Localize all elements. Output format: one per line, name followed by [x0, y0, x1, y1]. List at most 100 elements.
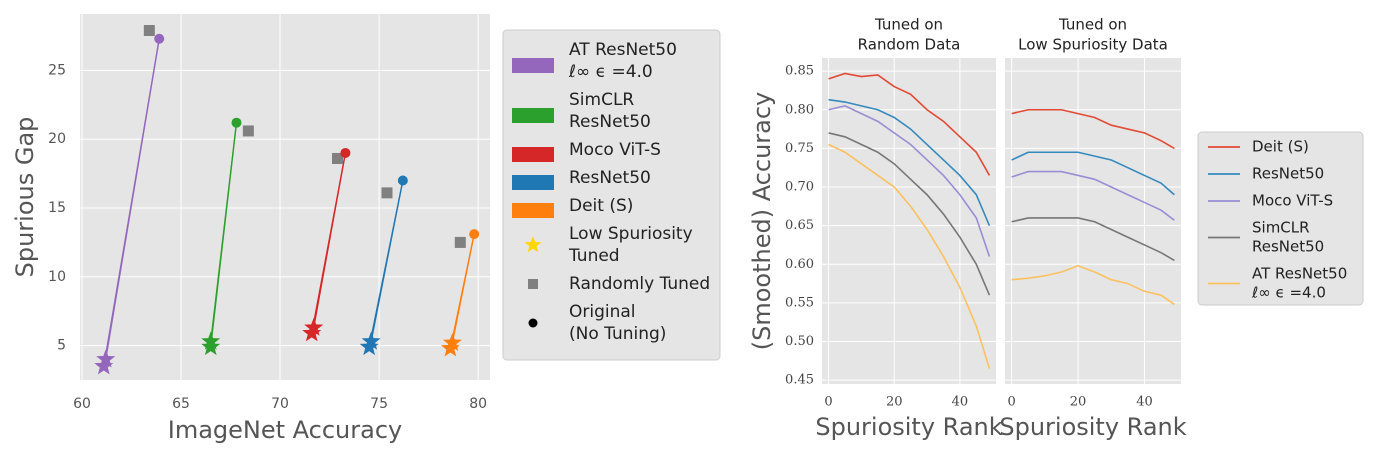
legend-label: Tuned: [568, 246, 620, 266]
legend-label: AT ResNet50: [1252, 265, 1347, 283]
legend-label: Moco ViT-S: [569, 140, 661, 160]
series-line: [828, 143, 991, 369]
legend-label: Deit (S): [569, 196, 633, 216]
legend-label: Low Spuriosity: [569, 224, 693, 244]
legend-patch: [512, 147, 554, 162]
legend-label: Deit (S): [1252, 138, 1309, 156]
legend-label: ℓ∞ ϵ =4.0: [1251, 284, 1326, 302]
x-tick-label: 80: [469, 396, 487, 412]
panel-title: Low Spuriosity Data: [1018, 36, 1168, 54]
random-point: [143, 25, 155, 37]
series-line: [1011, 108, 1175, 150]
original-point: [397, 175, 408, 186]
connector: [210, 122, 238, 348]
y-tick-label: 10: [48, 269, 66, 285]
connector: [368, 180, 404, 348]
x-axis-label: ImageNet Accuracy: [168, 416, 403, 444]
x-tick-label: 20: [1070, 395, 1087, 410]
original-point: [340, 147, 351, 158]
legend-label: AT ResNet50: [569, 40, 677, 60]
legend-label: (No Tuning): [569, 324, 666, 344]
y-tick-label: 20: [48, 131, 66, 147]
legend-label: SimCLR: [1252, 219, 1310, 237]
original-point: [469, 229, 480, 240]
x-tick-label: 40: [1136, 395, 1153, 410]
legend-marker: [528, 318, 538, 328]
legend-label: Original: [569, 302, 636, 322]
x-tick-label: 20: [886, 395, 903, 410]
y-tick-label: 15: [48, 200, 66, 216]
legend-patch: [512, 175, 554, 190]
y-tick-label: 0.60: [785, 257, 814, 272]
x-axis-label: Spuriosity Rank: [999, 413, 1186, 441]
panel-title: Random Data: [858, 36, 961, 54]
y-tick-label: 25: [48, 62, 66, 78]
panel-title: Tuned on: [874, 16, 943, 34]
legend-marker: [524, 236, 542, 253]
low-point: [304, 317, 324, 336]
legend-label: ResNet50: [569, 112, 651, 132]
y-tick-label: 0.45: [785, 373, 814, 388]
y-axis-label: Spurious Gap: [11, 117, 39, 278]
series-line: [1011, 151, 1175, 196]
legend-label: Randomly Tuned: [569, 274, 710, 294]
x-tick-label: 0: [824, 395, 832, 410]
y-tick-label: 0.85: [785, 64, 814, 79]
connector: [449, 234, 475, 349]
random-point: [381, 187, 393, 199]
plot-background: [80, 14, 490, 380]
y-tick-label: 0.65: [785, 218, 814, 233]
x-axis-label: Spuriosity Rank: [815, 413, 1002, 441]
low-point: [442, 332, 462, 351]
x-tick-label: 65: [172, 396, 190, 412]
low-point: [361, 331, 381, 350]
legend-marker: [528, 279, 538, 289]
series-line: [828, 98, 991, 226]
x-tick-label: 75: [370, 396, 388, 412]
y-tick-label: 0.55: [785, 295, 814, 310]
legend-label: ℓ∞ ϵ =4.0: [568, 62, 653, 82]
series-line: [1011, 264, 1175, 306]
x-tick-label: 0: [1008, 395, 1016, 410]
series-line: [828, 105, 991, 257]
legend-box: [502, 29, 721, 361]
low-point: [96, 349, 116, 368]
series-line: [1011, 217, 1175, 262]
random-point: [331, 152, 343, 164]
legend-box: [1197, 131, 1364, 306]
connector: [311, 152, 347, 334]
series-line: [828, 132, 991, 296]
legend-label: ResNet50: [569, 168, 651, 188]
series-line: [828, 72, 991, 176]
low-point: [94, 356, 114, 375]
legend-patch: [512, 203, 554, 218]
legend-patch: [512, 108, 554, 123]
panel-title: Tuned on: [1058, 16, 1127, 34]
y-tick-label: 5: [57, 338, 66, 354]
y-tick-label: 0.70: [785, 180, 814, 195]
original-point: [154, 33, 165, 44]
plot-background: [822, 58, 996, 384]
y-tick-label: 0.80: [785, 102, 814, 117]
x-tick-label: 40: [952, 395, 969, 410]
y-tick-label: 0.75: [785, 141, 814, 156]
connector: [103, 38, 160, 367]
low-point: [359, 336, 379, 356]
legend-patch: [512, 58, 554, 73]
legend-label: ResNet50: [1252, 238, 1324, 256]
legend-label: Moco ViT-S: [1252, 192, 1333, 210]
low-point: [302, 323, 322, 342]
series-line: [1011, 170, 1175, 221]
random-point: [242, 125, 254, 137]
legend-label: SimCLR: [569, 90, 634, 110]
y-axis-label: (Smoothed) Accuracy: [748, 92, 776, 351]
x-tick-label: 70: [271, 396, 289, 412]
original-point: [231, 117, 242, 128]
y-tick-label: 0.50: [785, 334, 814, 349]
x-tick-label: 60: [73, 396, 91, 412]
low-point: [201, 336, 221, 356]
legend-label: ResNet50: [1252, 165, 1324, 183]
random-point: [454, 236, 466, 248]
low-point: [440, 338, 460, 357]
